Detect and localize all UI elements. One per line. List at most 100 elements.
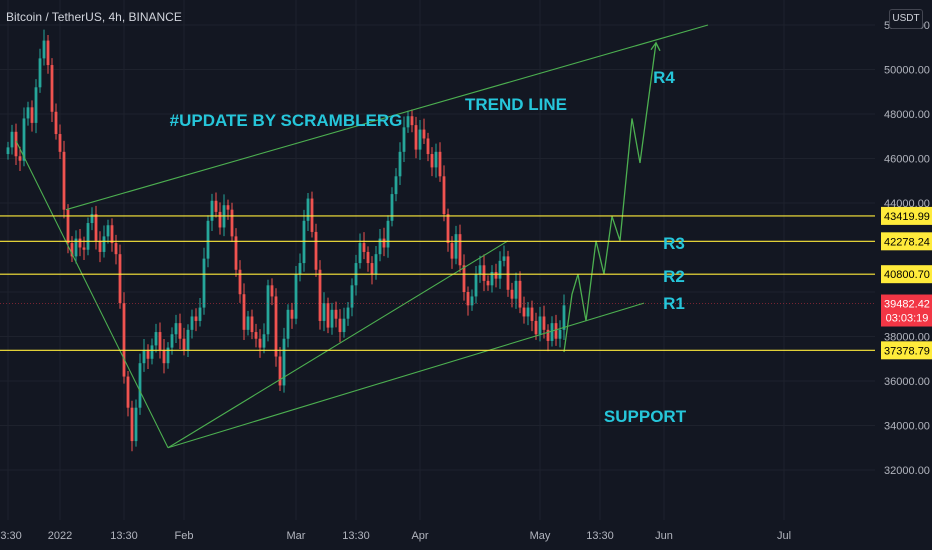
candle-body — [542, 316, 546, 330]
y-tick-label: 44000.00 — [884, 198, 930, 210]
candle-body — [342, 318, 346, 333]
currency-button[interactable]: USDT — [889, 9, 923, 29]
candle-body — [346, 307, 350, 319]
candle-body — [86, 223, 90, 250]
candle-body — [306, 198, 310, 221]
x-tick-label: 2022 — [48, 530, 72, 542]
candle-body — [194, 316, 198, 321]
x-tick-label: 13:30 — [342, 530, 370, 542]
candle-body — [122, 303, 126, 377]
candle-body — [502, 256, 506, 261]
candle-body — [334, 309, 338, 319]
inner-rising-line — [167, 240, 509, 449]
candle-body — [10, 131, 14, 148]
candle-body — [474, 274, 478, 297]
candle-body — [406, 116, 410, 128]
candle-body — [46, 40, 50, 66]
candle-body — [450, 243, 454, 259]
candle-body — [190, 316, 194, 330]
x-tick-label: May — [530, 530, 551, 542]
candle-body — [166, 347, 170, 364]
candle-body — [554, 323, 558, 339]
candle-body — [102, 236, 106, 252]
candle-body — [170, 334, 174, 348]
candle-body — [426, 138, 430, 155]
candle-body — [402, 127, 406, 152]
candle-body — [338, 318, 342, 333]
candle-body — [262, 334, 266, 348]
candle-body — [310, 198, 314, 232]
candle-body — [442, 176, 446, 215]
candle-body — [174, 323, 178, 335]
candle-body — [318, 269, 322, 321]
candle-body — [446, 214, 450, 244]
candle-body — [510, 289, 514, 299]
x-tick-label: Apr — [411, 530, 428, 542]
candles — [6, 29, 566, 452]
candle-body — [422, 129, 426, 139]
candle-body — [74, 238, 78, 257]
candle-body — [518, 280, 522, 308]
candle-body — [206, 220, 210, 259]
candle-body — [26, 107, 30, 119]
candle-body — [18, 156, 22, 161]
candle-body — [398, 151, 402, 177]
price-level-tag — [881, 232, 932, 251]
candle-body — [522, 307, 526, 317]
candle-body — [362, 243, 366, 252]
candle-body — [382, 238, 386, 248]
candle-body — [550, 323, 554, 341]
candle-body — [294, 274, 298, 319]
candle-body — [82, 247, 86, 250]
candle-body — [322, 303, 326, 321]
candle-body — [38, 58, 42, 88]
candle-body — [254, 332, 258, 339]
candle-body — [230, 209, 234, 237]
candle-body — [186, 329, 190, 350]
upper-trend-line — [65, 24, 709, 211]
candle-body — [210, 200, 214, 221]
annotation-text: R3 — [663, 234, 685, 253]
candle-body — [558, 329, 562, 339]
projection-arrowhead — [650, 41, 661, 52]
annotation-text: SUPPORT — [604, 407, 687, 426]
price-level-label: 37378.79 — [884, 345, 930, 357]
candle-body — [370, 263, 374, 275]
candle-body — [14, 131, 18, 157]
candle-body — [242, 294, 246, 330]
candle-body — [330, 309, 334, 328]
candle-body — [534, 320, 538, 335]
candle-body — [126, 376, 130, 408]
candle-body — [54, 111, 58, 135]
x-tick-label: Jun — [655, 530, 673, 542]
candle-body — [526, 307, 530, 317]
candle-body — [130, 407, 134, 442]
y-tick-label: 34000.00 — [884, 421, 930, 433]
candle-body — [282, 338, 286, 386]
candle-body — [414, 125, 418, 150]
candle-body — [470, 296, 474, 306]
candle-body — [70, 243, 74, 257]
candle-body — [410, 116, 414, 126]
price-level-tag — [881, 341, 932, 360]
candle-body — [462, 265, 466, 292]
annotation-text: R1 — [663, 294, 685, 313]
candle-body — [238, 269, 242, 295]
candle-body — [178, 323, 182, 339]
candle-body — [390, 194, 394, 221]
candle-body — [314, 231, 318, 270]
candle-body — [50, 65, 54, 112]
candle-body — [290, 309, 294, 319]
price-level-tag — [881, 265, 932, 284]
candle-body — [34, 87, 38, 123]
candle-body — [182, 338, 186, 350]
candle-body — [266, 285, 270, 335]
candle-body — [494, 271, 498, 279]
candle-body — [58, 134, 62, 152]
candle-body — [90, 214, 94, 224]
candle-body — [546, 329, 550, 341]
candle-body — [418, 129, 422, 150]
candle-body — [142, 349, 146, 364]
